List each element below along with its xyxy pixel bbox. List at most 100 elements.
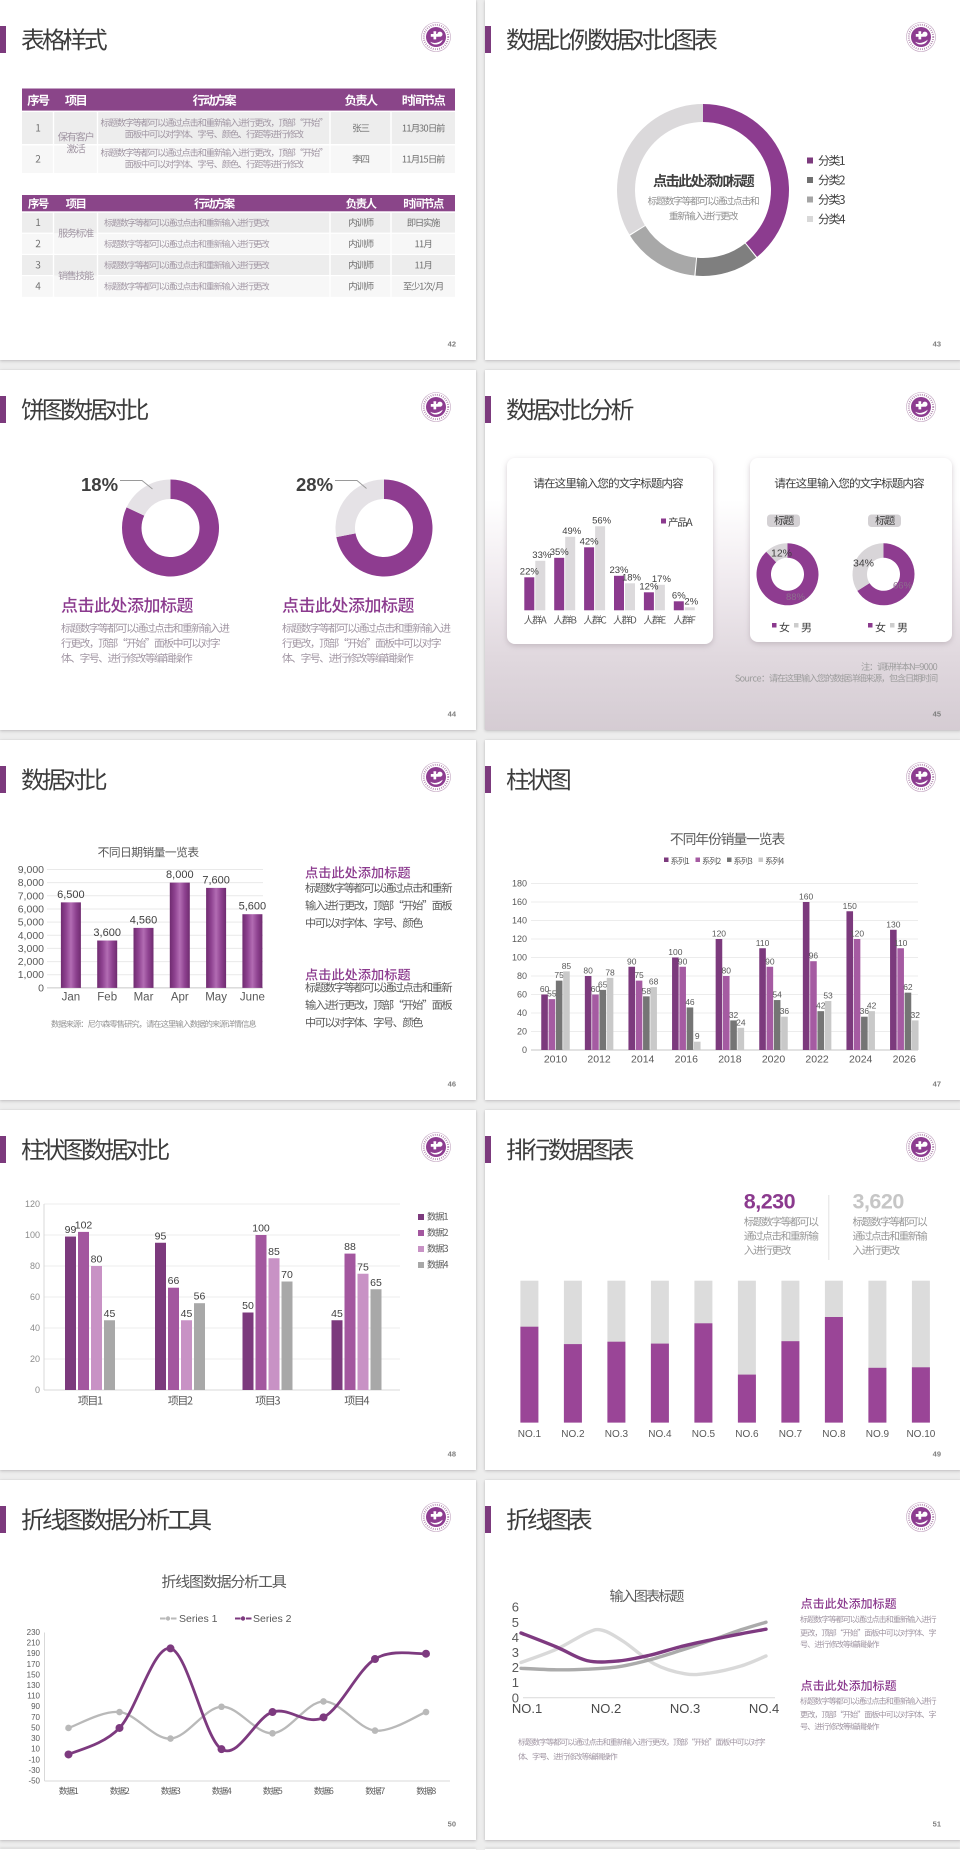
svg-text:45: 45 — [933, 710, 941, 719]
svg-text:150: 150 — [843, 901, 857, 911]
svg-text:42: 42 — [816, 1001, 826, 1011]
svg-text:NO.6: NO.6 — [735, 1429, 759, 1440]
svg-text:4,000: 4,000 — [18, 930, 44, 942]
svg-text:65: 65 — [598, 979, 608, 989]
svg-text:0: 0 — [522, 1045, 527, 1055]
svg-text:78: 78 — [605, 967, 615, 977]
svg-text:120: 120 — [512, 934, 527, 944]
svg-text:8,000: 8,000 — [18, 877, 44, 889]
svg-text:18%: 18% — [622, 572, 642, 583]
svg-text:23%: 23% — [609, 565, 629, 576]
svg-text:2012: 2012 — [587, 1054, 611, 1066]
svg-text:55: 55 — [547, 989, 557, 999]
svg-text:NO.2: NO.2 — [591, 1701, 621, 1716]
svg-text:60: 60 — [540, 984, 550, 994]
svg-text:0: 0 — [512, 1690, 519, 1705]
svg-text:110: 110 — [756, 938, 770, 948]
svg-text:88: 88 — [344, 1241, 356, 1253]
svg-text:32: 32 — [911, 1010, 921, 1020]
svg-text:50: 50 — [448, 1820, 456, 1829]
svg-text:2024: 2024 — [849, 1054, 873, 1066]
svg-text:99: 99 — [65, 1224, 77, 1236]
svg-text:68: 68 — [649, 977, 659, 987]
svg-text:6,500: 6,500 — [57, 889, 85, 901]
svg-text:58: 58 — [642, 986, 652, 996]
svg-text:6,000: 6,000 — [18, 903, 44, 915]
svg-text:80: 80 — [30, 1261, 40, 1271]
svg-text:NO.9: NO.9 — [866, 1429, 890, 1440]
svg-text:5,600: 5,600 — [239, 901, 267, 913]
svg-text:Series 1: Series 1 — [179, 1613, 218, 1625]
svg-text:48: 48 — [448, 1450, 456, 1459]
svg-text:18%: 18% — [81, 474, 118, 495]
svg-text:130: 130 — [27, 1681, 41, 1690]
svg-text:190: 190 — [27, 1649, 41, 1658]
svg-text:3,600: 3,600 — [93, 927, 121, 939]
svg-text:35%: 35% — [550, 547, 570, 558]
svg-text:102: 102 — [75, 1219, 93, 1231]
svg-text:2010: 2010 — [544, 1054, 568, 1066]
svg-text:2,000: 2,000 — [18, 956, 44, 968]
svg-text:60: 60 — [30, 1292, 40, 1302]
svg-text:-50: -50 — [28, 1776, 40, 1785]
svg-text:96: 96 — [809, 951, 819, 961]
svg-text:90: 90 — [765, 956, 775, 966]
svg-text:75: 75 — [357, 1261, 369, 1273]
svg-text:Jan: Jan — [62, 992, 81, 1004]
svg-text:32: 32 — [729, 1010, 739, 1020]
svg-text:210: 210 — [27, 1639, 41, 1648]
svg-text:9,000: 9,000 — [18, 864, 44, 876]
svg-text:45: 45 — [181, 1308, 193, 1320]
svg-text:12%: 12% — [771, 547, 792, 559]
svg-text:30: 30 — [31, 1734, 40, 1743]
svg-text:2022: 2022 — [805, 1054, 829, 1066]
svg-text:34%: 34% — [853, 558, 874, 570]
svg-text:6: 6 — [512, 1600, 519, 1615]
svg-text:40: 40 — [30, 1323, 40, 1333]
svg-text:56: 56 — [194, 1291, 206, 1303]
svg-text:NO.3: NO.3 — [605, 1429, 629, 1440]
svg-text:NO.2: NO.2 — [561, 1429, 585, 1440]
svg-text:22%: 22% — [520, 566, 540, 577]
svg-text:120: 120 — [850, 929, 864, 939]
svg-text:2014: 2014 — [631, 1054, 655, 1066]
svg-text:1: 1 — [512, 1675, 519, 1690]
svg-text:95: 95 — [155, 1230, 167, 1242]
svg-text:49%: 49% — [562, 526, 582, 537]
svg-text:140: 140 — [512, 916, 527, 926]
svg-text:90: 90 — [627, 956, 637, 966]
svg-text:NO.10: NO.10 — [906, 1429, 935, 1440]
svg-text:100: 100 — [25, 1230, 40, 1240]
svg-text:NO.4: NO.4 — [648, 1429, 672, 1440]
svg-text:46: 46 — [685, 997, 695, 1007]
svg-text:20: 20 — [517, 1027, 527, 1037]
svg-text:50: 50 — [242, 1300, 254, 1312]
svg-text:80: 80 — [91, 1254, 103, 1266]
svg-text:110: 110 — [27, 1692, 40, 1701]
svg-text:7,600: 7,600 — [202, 874, 230, 886]
svg-text:75: 75 — [554, 970, 564, 980]
svg-text:NO.1: NO.1 — [512, 1701, 542, 1716]
svg-text:53: 53 — [823, 990, 833, 1000]
svg-text:NO.4: NO.4 — [749, 1701, 779, 1716]
svg-text:3,000: 3,000 — [18, 943, 44, 955]
svg-text:28%: 28% — [296, 474, 333, 495]
svg-text:NO.5: NO.5 — [692, 1429, 716, 1440]
svg-text:5,000: 5,000 — [18, 917, 44, 929]
svg-text:36: 36 — [780, 1006, 790, 1016]
svg-text:4,560: 4,560 — [130, 914, 158, 926]
svg-text:0: 0 — [38, 982, 44, 994]
svg-text:70: 70 — [281, 1269, 293, 1281]
svg-text:66: 66 — [168, 1275, 180, 1287]
svg-text:43: 43 — [933, 340, 941, 349]
svg-text:66%: 66% — [893, 581, 913, 592]
svg-text:46: 46 — [448, 1080, 456, 1089]
svg-text:90: 90 — [678, 956, 688, 966]
svg-text:1,000: 1,000 — [18, 969, 44, 981]
svg-text:NO.3: NO.3 — [670, 1701, 700, 1716]
svg-text:10: 10 — [31, 1745, 40, 1754]
svg-text:54: 54 — [772, 990, 782, 1000]
svg-text:110: 110 — [894, 938, 908, 948]
svg-text:230: 230 — [27, 1628, 41, 1637]
svg-text:2%: 2% — [684, 596, 698, 607]
